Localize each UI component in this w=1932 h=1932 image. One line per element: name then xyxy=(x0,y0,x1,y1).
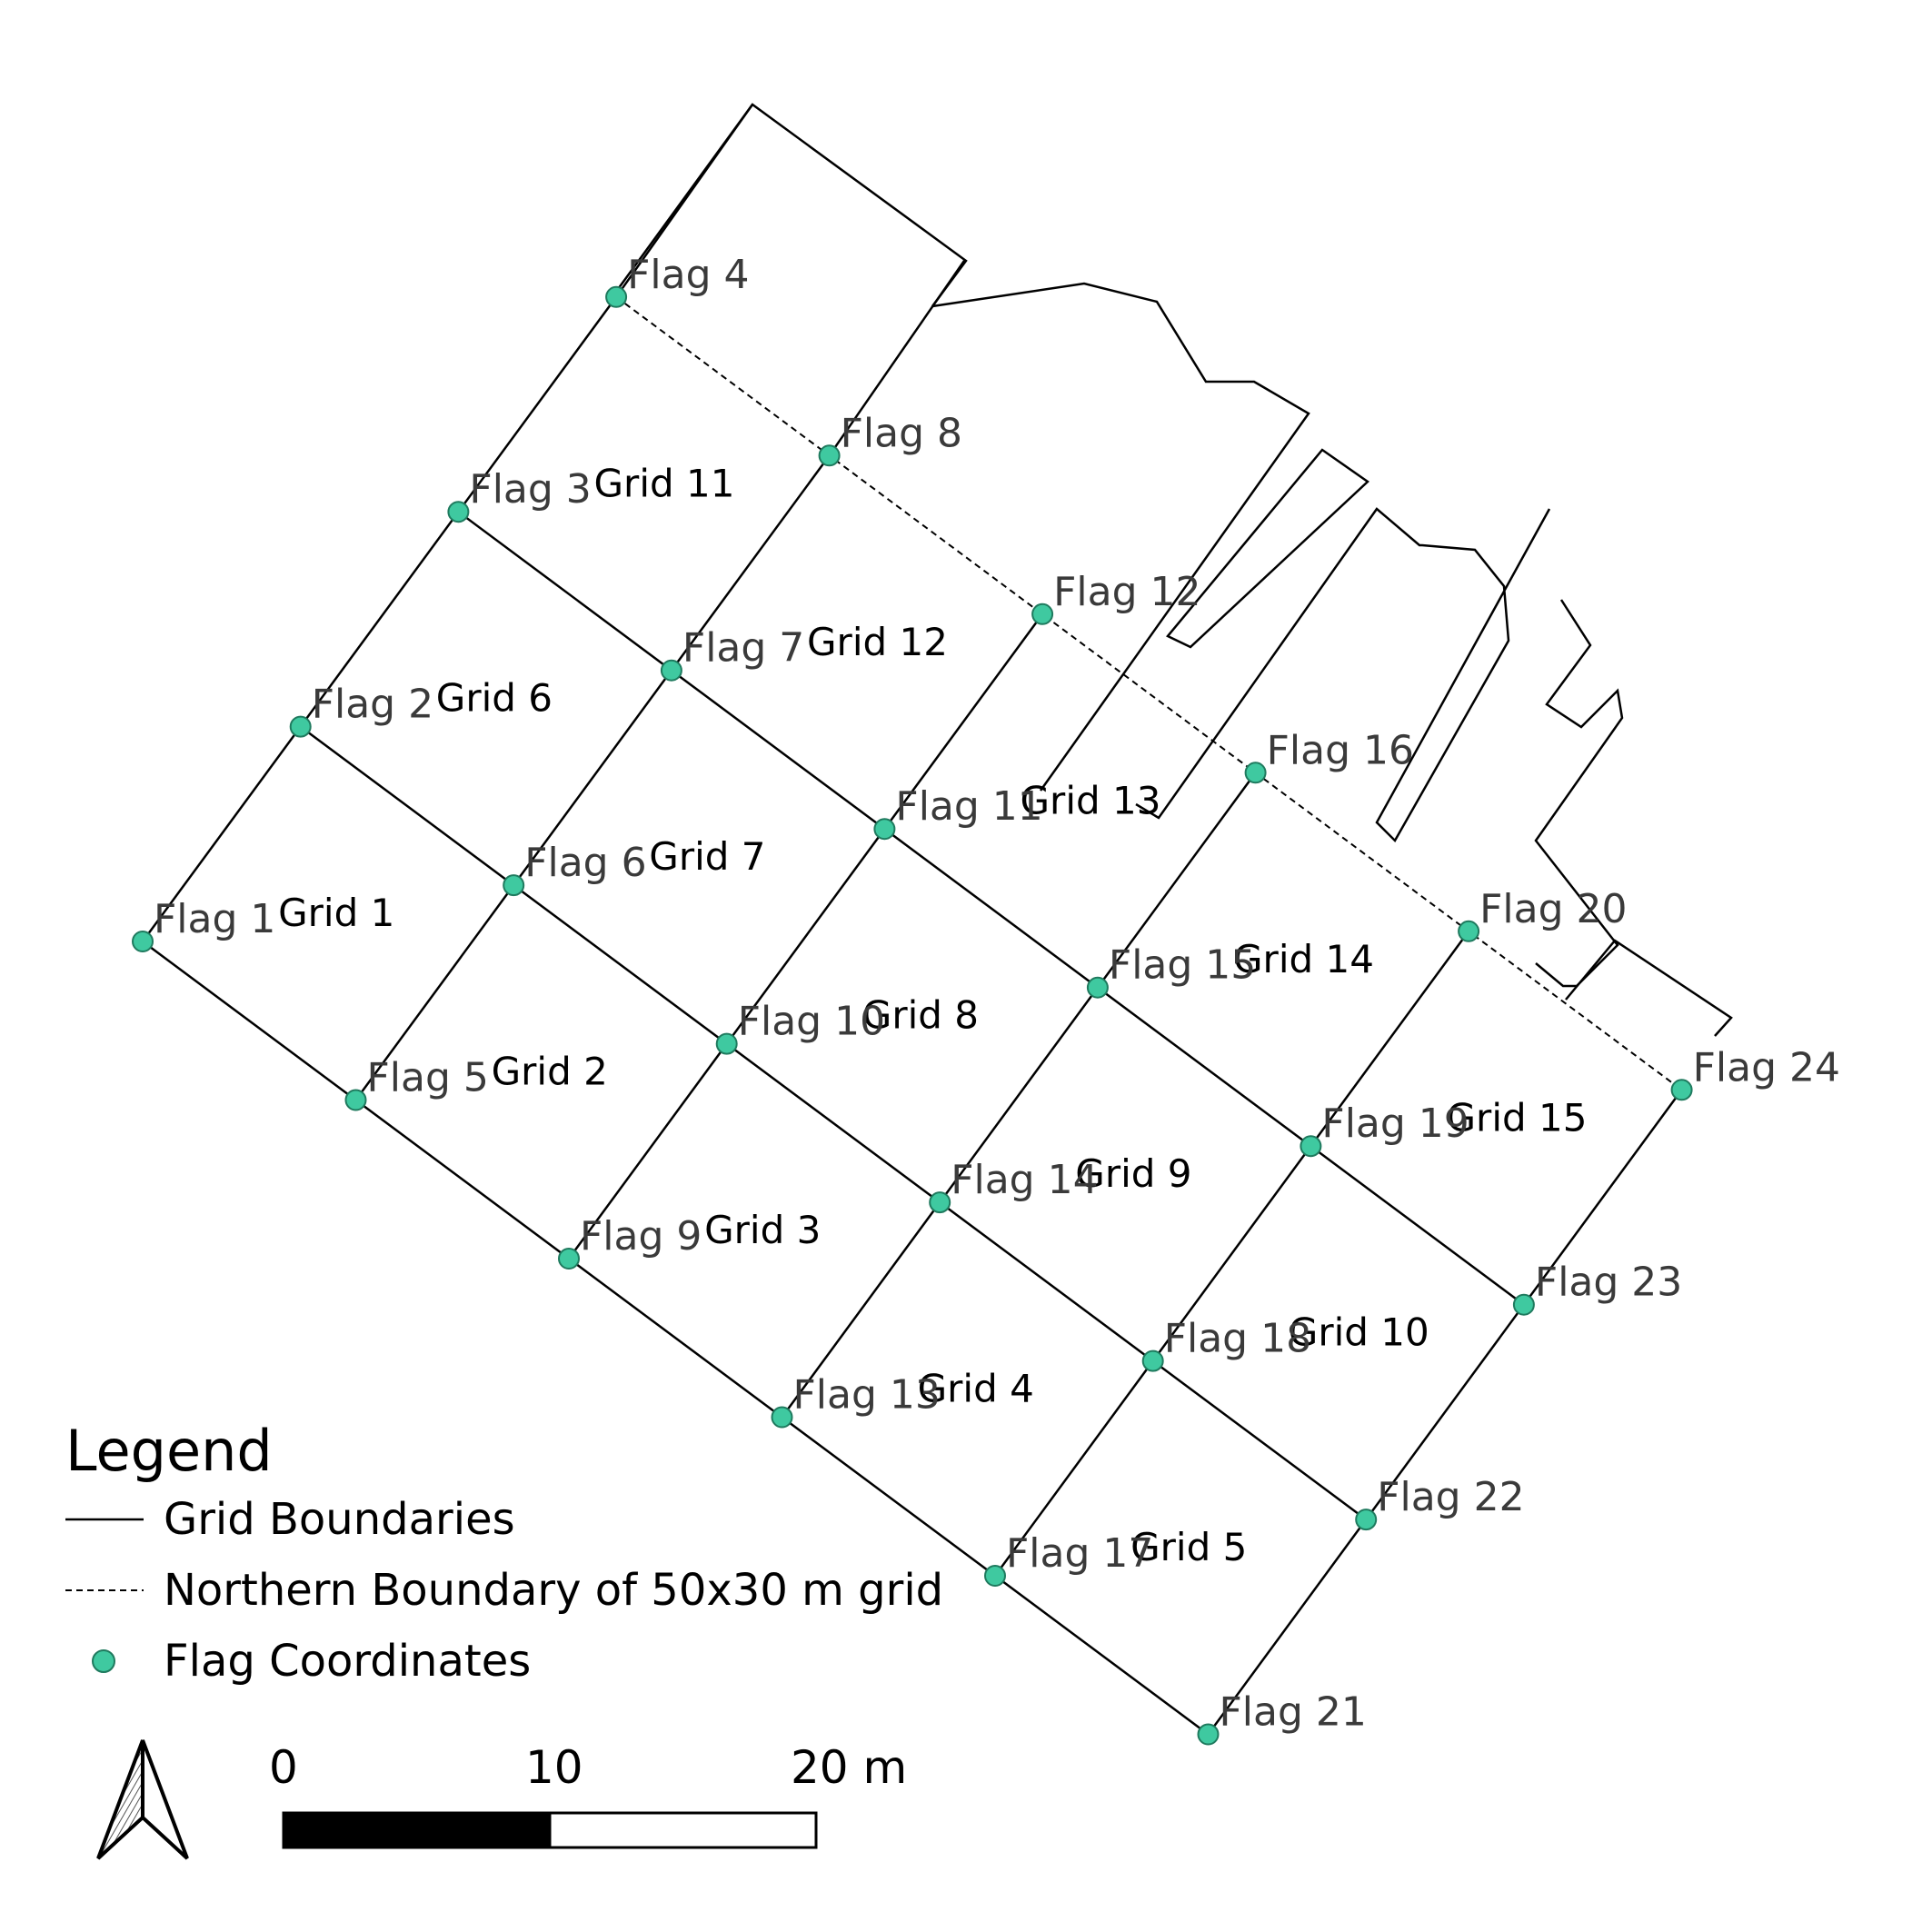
structure-outline-top xyxy=(931,282,1310,792)
legend-grid-boundaries: Grid Boundaries xyxy=(164,1494,515,1545)
flag-marker xyxy=(558,1248,580,1270)
grid-row-line xyxy=(142,940,1210,1736)
structure-outline-mid xyxy=(1135,507,1551,843)
flag-label: Flag 24 xyxy=(1693,1044,1840,1090)
grid-label: Grid 2 xyxy=(492,1050,608,1094)
flag-marker xyxy=(1031,603,1054,625)
flag-marker xyxy=(771,1406,793,1429)
structure-slot-1 xyxy=(1166,448,1369,649)
flag-label: Flag 11 xyxy=(895,783,1042,830)
flag-marker xyxy=(1458,920,1480,942)
flag-label: Flag 20 xyxy=(1479,886,1627,932)
flag-marker xyxy=(1670,1079,1693,1101)
grid-extension-line xyxy=(828,260,966,457)
flag-marker xyxy=(929,1191,951,1214)
structure-east-block xyxy=(1565,939,1733,1037)
legend-flag-dot-icon xyxy=(92,1649,115,1673)
scale-bar-black-segment xyxy=(282,1811,552,1849)
legend-flag-coordinates: Flag Coordinates xyxy=(164,1636,531,1687)
flag-label: Flag 21 xyxy=(1220,1689,1367,1736)
flag-label: Flag 14 xyxy=(951,1157,1098,1203)
flag-marker xyxy=(715,1032,738,1055)
scale-label-0: 0 xyxy=(269,1741,298,1794)
grid-column-line xyxy=(354,454,831,1101)
flag-marker xyxy=(1197,1723,1220,1746)
flag-label: Flag 17 xyxy=(1006,1530,1153,1577)
flag-marker xyxy=(447,501,470,523)
structure-outlines xyxy=(612,103,1733,1037)
grid-column-line xyxy=(567,613,1044,1260)
flag-label: Flag 8 xyxy=(841,410,962,456)
flag-label: Flag 7 xyxy=(682,625,804,672)
flag-label: Flag 12 xyxy=(1053,569,1200,615)
grid-column-line xyxy=(141,296,618,942)
legend-northern-boundary: Northern Boundary of 50x30 m grid xyxy=(164,1565,943,1616)
north-arrow-icon xyxy=(96,1739,189,1860)
grid-column-line xyxy=(781,772,1257,1419)
flag-marker xyxy=(1244,762,1267,784)
flag-label: Flag 16 xyxy=(1267,727,1414,773)
grid-label: Grid 3 xyxy=(704,1208,821,1252)
flag-label: Flag 3 xyxy=(469,466,591,513)
flag-marker xyxy=(1512,1293,1535,1316)
flag-marker xyxy=(1141,1349,1164,1372)
flag-marker xyxy=(984,1565,1006,1587)
grid-row-line xyxy=(299,725,1367,1521)
structure-outline-east xyxy=(1534,599,1624,988)
flag-label: Flag 1 xyxy=(154,896,275,942)
flag-label: Flag 15 xyxy=(1109,942,1256,989)
grid-label: Grid 10 xyxy=(1289,1310,1429,1355)
legend: Legend Grid Boundaries Northern Boundary… xyxy=(65,1418,943,1687)
grid-label: Grid 9 xyxy=(1075,1151,1191,1196)
flag-label: Flag 10 xyxy=(738,999,885,1045)
flag-label: Flag 4 xyxy=(627,252,749,298)
flag-label: Flag 5 xyxy=(367,1055,489,1101)
flag-marker xyxy=(1355,1509,1378,1531)
flag-label: Flag 22 xyxy=(1377,1474,1524,1520)
scale-label-20: 20 m xyxy=(791,1741,907,1794)
grid-label: Grid 1 xyxy=(278,891,394,935)
flag-label: Flag 23 xyxy=(1535,1260,1682,1306)
flag-marker xyxy=(818,444,841,467)
grid-label: Grid 14 xyxy=(1233,937,1374,981)
grid-label: Grid 13 xyxy=(1021,778,1161,822)
flag-marker xyxy=(873,818,896,841)
legend-title: Legend xyxy=(65,1418,273,1484)
flag-label: Flag 6 xyxy=(524,840,646,886)
flag-marker xyxy=(605,285,628,308)
flag-markers: Flag 1 Flag 2 Flag 3 Flag 4 Flag 5 Flag 6 Flag… xyxy=(132,252,1840,1746)
grid-label: Grid 5 xyxy=(1130,1525,1247,1569)
grid-west-extension-line xyxy=(615,104,754,298)
flag-marker xyxy=(1300,1135,1322,1158)
flag-marker xyxy=(503,874,525,897)
scale-bar: 0 10 20 m xyxy=(269,1741,907,1849)
flag-label: Flag 18 xyxy=(1164,1316,1311,1362)
grid-column-line xyxy=(1207,1089,1683,1736)
grid-label: Grid 7 xyxy=(649,834,765,879)
grid-label: Grid 4 xyxy=(918,1367,1034,1411)
flag-marker xyxy=(344,1089,367,1111)
grid-labels: Grid 1 Grid 2 Grid 3 Grid 4 Grid 5 Grid 6 Grid… xyxy=(278,461,1587,1569)
grid-boundaries xyxy=(141,104,1683,1736)
flag-label: Flag 2 xyxy=(312,682,433,728)
northern-boundary-line xyxy=(615,295,1683,1091)
grid-row-line xyxy=(457,511,1525,1306)
flag-marker xyxy=(1086,976,1109,999)
grid-label: Grid 8 xyxy=(862,993,979,1038)
grid-label: Grid 12 xyxy=(807,620,948,664)
scale-label-10: 10 xyxy=(525,1741,583,1794)
flag-label: Flag 9 xyxy=(580,1213,702,1260)
flag-marker xyxy=(132,931,154,952)
flag-label: Flag 13 xyxy=(793,1372,941,1419)
grid-label: Grid 11 xyxy=(594,461,735,505)
flag-marker xyxy=(289,715,312,738)
grid-column-line xyxy=(993,931,1470,1577)
flag-label: Flag 19 xyxy=(1321,1100,1469,1147)
scale-bar-white-segment xyxy=(548,1811,818,1849)
grid-label: Grid 6 xyxy=(436,676,553,721)
grid-label: Grid 15 xyxy=(1447,1095,1588,1140)
flag-marker xyxy=(660,659,682,682)
